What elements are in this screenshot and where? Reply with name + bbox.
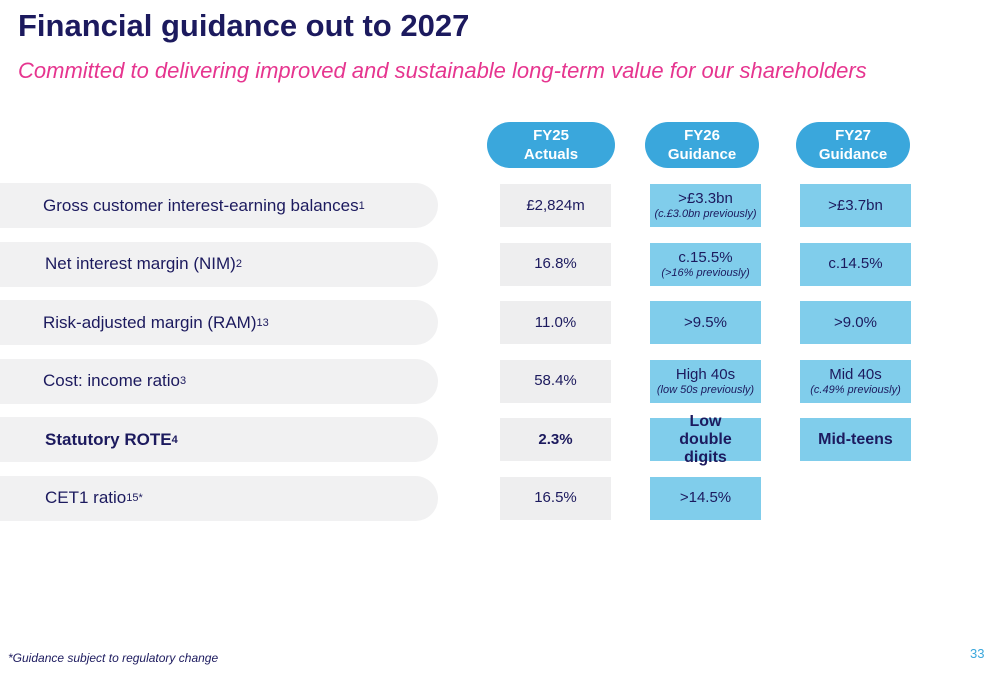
header-line: FY25 <box>533 127 569 144</box>
cell-note: (low 50s previously) <box>656 383 755 396</box>
cell-value: >£3.7bn <box>828 196 883 214</box>
cell: c.15.5% (>16% previously) <box>650 242 761 286</box>
cell: 58.4% <box>500 359 611 403</box>
cell: 2.3% <box>500 418 611 461</box>
cell-value: High 40s <box>675 365 736 383</box>
title: Financial guidance out to 2027 <box>18 8 470 43</box>
footnote-ref: 13 <box>256 316 269 329</box>
header-line: FY26 <box>684 127 720 144</box>
cell: >9.0% <box>800 301 911 344</box>
row-label: Cost: income ratio 3 <box>0 358 438 404</box>
row-label: CET1 ratio 15* <box>0 475 438 521</box>
label-text: Cost: income ratio <box>43 371 180 390</box>
cell-value: >14.5% <box>679 489 732 506</box>
cell-value: >9.5% <box>684 313 727 331</box>
cell: c.14.5% <box>800 242 911 286</box>
cell-value: £2,824m <box>526 196 585 214</box>
cell-value: 58.4% <box>534 372 577 389</box>
cell-value: Mid-teens <box>818 430 893 448</box>
subtitle: Committed to delivering improved and sus… <box>18 58 867 83</box>
page-number: 33 <box>970 646 985 661</box>
cell-value: Mid 40s <box>829 365 882 383</box>
cell-note: (c.£3.0bn previously) <box>654 208 757 220</box>
cell: £2,824m <box>500 184 611 227</box>
row-label: Statutory ROTE 4 <box>0 417 438 462</box>
label-text: Risk-adjusted margin (RAM) <box>43 312 257 332</box>
footnote-ref: 2 <box>235 258 242 270</box>
column-header: FY26 Guidance <box>645 122 759 168</box>
cell-value: 2.3% <box>538 430 573 448</box>
cell-note: (>16% previously) <box>661 266 750 279</box>
cell: >£3.7bn <box>800 184 911 227</box>
column-header: FY27 Guidance <box>796 122 910 168</box>
cell-note: (c.49% previously) <box>810 383 901 396</box>
header-line: Guidance <box>818 146 888 163</box>
label-text: Gross customer interest-earning balances <box>43 195 359 215</box>
cell: >9.5% <box>650 301 761 344</box>
cell-value: c.14.5% <box>828 255 883 272</box>
row-label: Risk-adjusted margin (RAM) 13 <box>0 300 438 345</box>
cell-value: 16.5% <box>534 489 577 506</box>
header-line: Guidance <box>667 146 737 163</box>
label-text: Statutory ROTE <box>45 429 172 449</box>
cell-value: >9.0% <box>834 313 877 331</box>
cell: Low double digits <box>650 413 761 466</box>
cell: >14.5% <box>650 476 761 520</box>
cell: >£3.3bn (c.£3.0bn previously) <box>650 184 761 227</box>
cell-value: Low double digits <box>679 412 732 466</box>
row-label: Net interest margin (NIM) 2 <box>0 241 438 287</box>
footnote-ref: 4 <box>171 433 178 446</box>
header-line: FY27 <box>835 127 871 144</box>
header-line: Actuals <box>523 146 579 163</box>
footnote-ref: 3 <box>180 375 187 387</box>
cell: Mid 40s (c.49% previously) <box>800 359 911 403</box>
cell: 16.8% <box>500 242 611 286</box>
cell: High 40s (low 50s previously) <box>650 359 761 403</box>
cell-value: c.15.5% <box>678 248 733 266</box>
cell: 11.0% <box>500 301 611 344</box>
label-text: CET1 ratio <box>45 488 127 507</box>
footnote: *Guidance subject to regulatory change <box>8 651 219 665</box>
cell: Mid-teens <box>800 418 911 461</box>
column-header: FY25 Actuals <box>487 122 615 168</box>
footnote-ref: 15* <box>126 492 143 504</box>
cell-value: 16.8% <box>534 255 577 272</box>
cell-value: >£3.3bn <box>678 190 733 207</box>
cell: 16.5% <box>500 476 611 520</box>
cell-value: 11.0% <box>534 313 577 331</box>
footnote-ref: 1 <box>358 199 365 212</box>
row-label: Gross customer interest-earning balances… <box>0 183 438 228</box>
label-text: Net interest margin (NIM) <box>45 254 236 273</box>
